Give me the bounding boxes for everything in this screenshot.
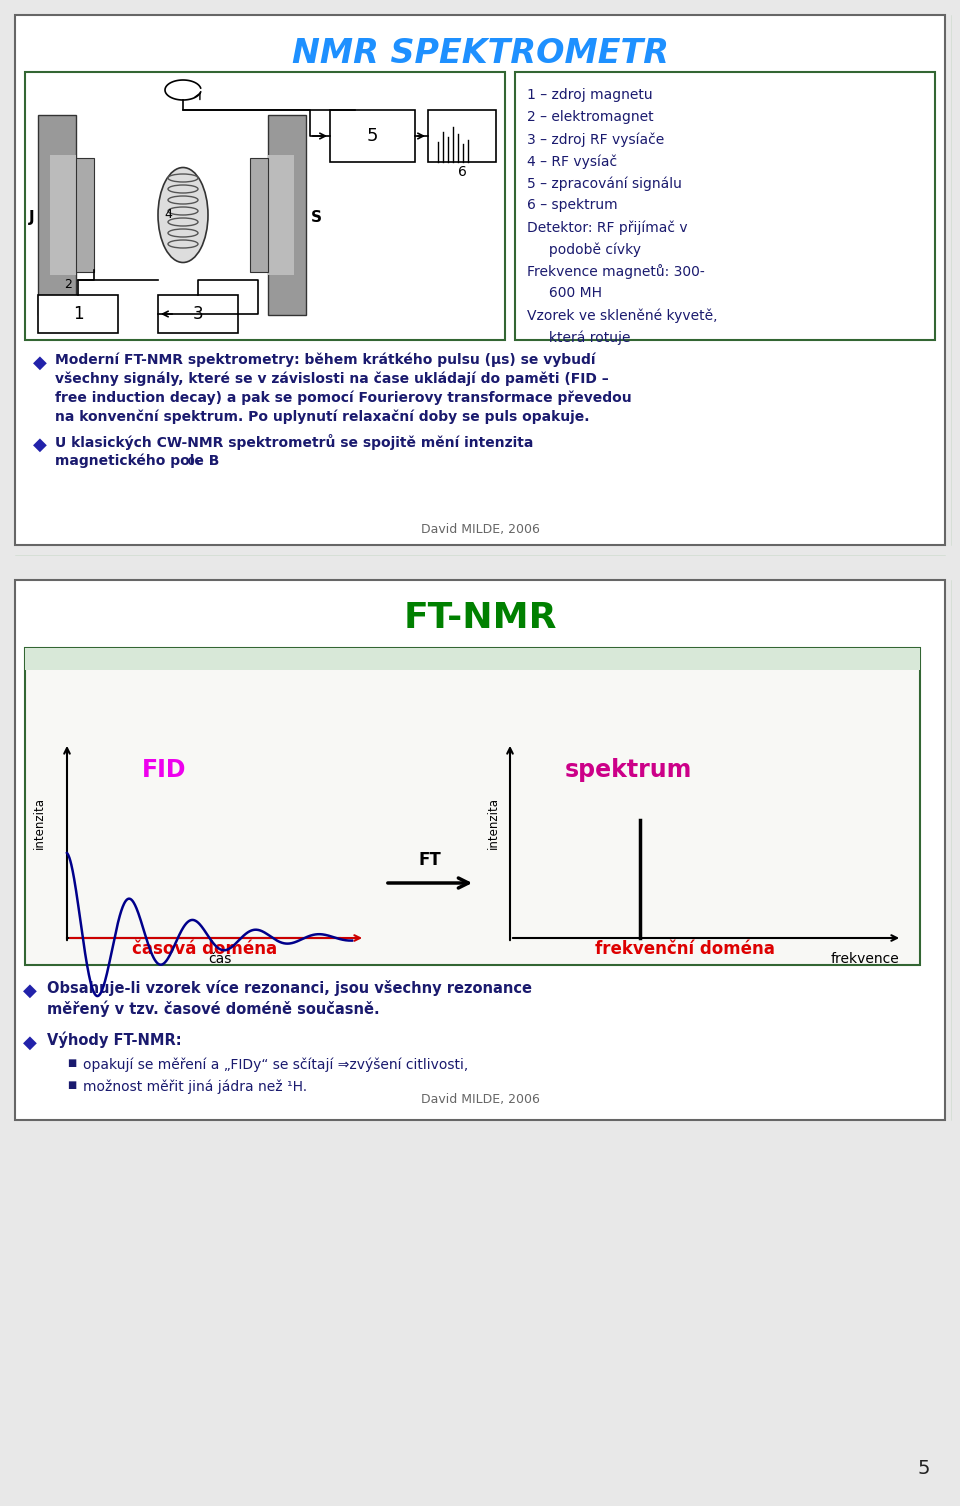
Text: .: . — [195, 453, 201, 467]
Bar — [515, 72, 935, 340]
Text: Obsahuje-li vzorek více rezonanci, jsou všechny rezonance: Obsahuje-li vzorek více rezonanci, jsou … — [47, 980, 532, 995]
Text: magnetického pole B: magnetického pole B — [55, 453, 220, 467]
Text: free induction decay) a pak se pomocí Fourierovy transformace převedou: free induction decay) a pak se pomocí Fo… — [55, 390, 632, 405]
Text: spektrum: spektrum — [565, 758, 692, 782]
Text: čas: čas — [208, 952, 231, 965]
Text: ■: ■ — [67, 1059, 76, 1068]
Text: ◆: ◆ — [33, 354, 47, 372]
Text: Moderní FT-NMR spektrometry: během krátkého pulsu (μs) se vybudí: Moderní FT-NMR spektrometry: během krátk… — [55, 352, 595, 366]
Text: 5: 5 — [918, 1459, 930, 1477]
Text: 2: 2 — [64, 277, 72, 291]
Text: 0: 0 — [188, 456, 195, 467]
Text: všechny signály, které se v závislosti na čase ukládají do paměti (FID –: všechny signály, které se v závislosti n… — [55, 370, 609, 386]
Bar — [15, 580, 945, 1120]
Text: David MILDE, 2006: David MILDE, 2006 — [420, 1093, 540, 1107]
Text: U klasických CW-NMR spektrometrů se spojitě mění intenzita: U klasických CW-NMR spektrometrů se spoj… — [55, 434, 534, 450]
Text: 3: 3 — [193, 306, 204, 322]
Text: 2 – elektromagnet: 2 – elektromagnet — [527, 110, 654, 123]
Bar — [428, 110, 496, 163]
Text: Detektor: RF přijímač v: Detektor: RF přijímač v — [527, 220, 687, 235]
Text: J: J — [29, 209, 35, 224]
Text: frekvence: frekvence — [830, 952, 900, 965]
Text: 6 – spektrum: 6 – spektrum — [527, 197, 617, 212]
Bar — [250, 158, 268, 273]
Text: ■: ■ — [67, 1080, 76, 1090]
Text: ◆: ◆ — [23, 1035, 36, 1053]
Text: ◆: ◆ — [33, 437, 47, 453]
Text: S: S — [310, 209, 322, 224]
Text: 1: 1 — [73, 306, 84, 322]
Bar — [268, 155, 294, 276]
Bar — [50, 155, 76, 276]
Bar — [330, 110, 415, 163]
Text: na konvenční spektrum. Po uplynutí relaxační doby se puls opakuje.: na konvenční spektrum. Po uplynutí relax… — [55, 410, 589, 423]
Text: 6: 6 — [458, 166, 467, 179]
Text: opakují se měření a „FIDy“ se sčítají ⇒zvýšení citlivosti,: opakují se měření a „FIDy“ se sčítají ⇒z… — [83, 1059, 468, 1072]
Bar — [268, 114, 306, 315]
Bar — [158, 295, 238, 333]
Bar — [38, 295, 118, 333]
Text: měřený v tzv. časové doméně současně.: měřený v tzv. časové doméně současně. — [47, 1000, 379, 1017]
Text: NMR SPEKTROMETR: NMR SPEKTROMETR — [292, 36, 668, 69]
Text: možnost měřit jiná jádra než ¹H.: možnost měřit jiná jádra než ¹H. — [83, 1080, 307, 1095]
Bar — [25, 648, 920, 965]
Text: 3 – zdroj RF vysíače: 3 – zdroj RF vysíače — [527, 133, 664, 146]
Text: 4 – RF vysíač: 4 – RF vysíač — [527, 154, 617, 169]
Bar — [15, 15, 945, 545]
Text: ◆: ◆ — [23, 982, 36, 1000]
Text: 4: 4 — [164, 208, 172, 220]
Text: 5: 5 — [367, 127, 377, 145]
Text: FT-NMR: FT-NMR — [403, 601, 557, 636]
Bar — [38, 114, 76, 315]
Text: FID: FID — [142, 758, 186, 782]
Text: podobě cívky: podobě cívky — [527, 242, 641, 256]
Text: která rotuje: která rotuje — [527, 330, 631, 345]
Ellipse shape — [158, 167, 208, 262]
Text: 1 – zdroj magnetu: 1 – zdroj magnetu — [527, 87, 653, 102]
Text: intenzita: intenzita — [33, 797, 45, 849]
Bar — [25, 72, 505, 340]
Text: David MILDE, 2006: David MILDE, 2006 — [420, 523, 540, 536]
Text: intenzita: intenzita — [487, 797, 499, 849]
Bar — [76, 158, 94, 273]
Text: časová doména: časová doména — [132, 940, 277, 958]
Text: 600 MH: 600 MH — [527, 286, 602, 300]
Text: 5 – zpracování signálu: 5 – zpracování signálu — [527, 176, 682, 190]
Text: FT: FT — [419, 851, 442, 869]
Text: Vzorek ve skleněné kyvetě,: Vzorek ve skleněné kyvetě, — [527, 309, 717, 322]
Bar — [25, 648, 920, 670]
Text: Frekvence magnetů: 300-: Frekvence magnetů: 300- — [527, 264, 705, 279]
Text: frekvenční doména: frekvenční doména — [595, 940, 775, 958]
Text: Výhody FT-NMR:: Výhody FT-NMR: — [47, 1032, 181, 1048]
